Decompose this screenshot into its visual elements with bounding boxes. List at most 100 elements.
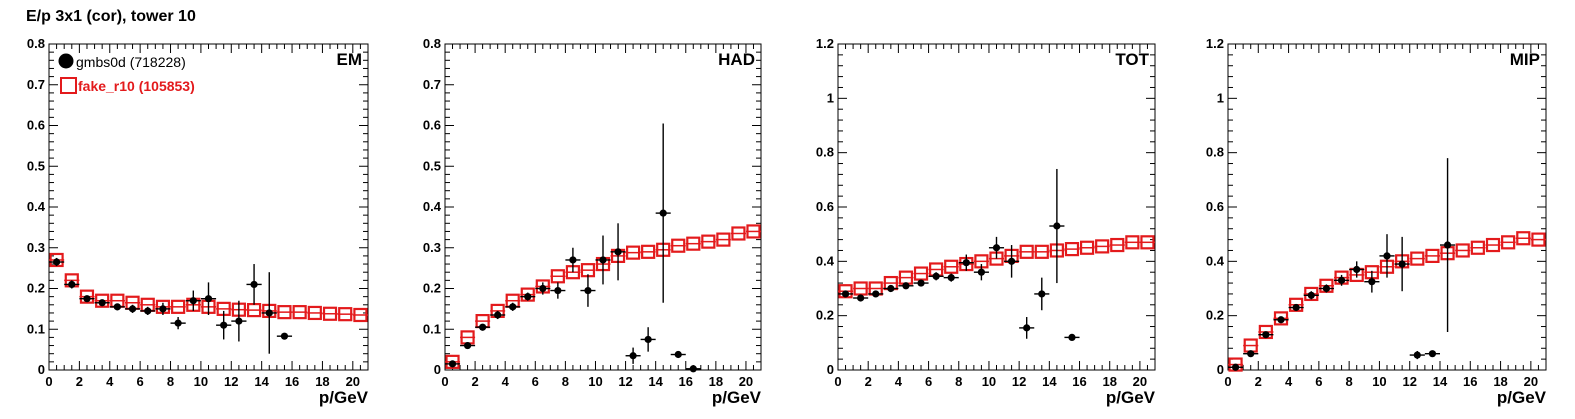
data-point [1322,284,1331,293]
y-tick-label: 0.4 [423,199,442,214]
x-tick-label: 0 [1224,374,1231,389]
data-point [1337,276,1346,284]
legend: gmbs0d (718228) fake_r10 (105853) [58,53,195,94]
x-tick-label: 18 [1493,374,1507,389]
data-point [280,332,289,340]
x-tick-label: 18 [709,374,723,389]
data-point [68,280,76,289]
data-point [644,335,652,344]
data-point [554,286,562,295]
data-point [98,299,106,307]
x-tick-label: 14 [1042,374,1057,389]
data-point [614,248,622,256]
data-point [1068,333,1076,341]
x-tick-label: 4 [1285,374,1293,389]
y-tick-label: 1 [1217,90,1224,105]
y-tick-label: 0.5 [27,158,45,173]
data-point [1007,257,1016,265]
data-point [95,293,110,308]
data-point [887,284,895,293]
data-point [746,224,761,239]
x-tick-label: 4 [502,374,510,389]
data-point [625,245,641,260]
y-tick-label: 0.4 [27,199,46,214]
data-point [277,305,292,320]
y-tick-label: 0.6 [423,118,441,133]
y-tick-label: 0.6 [816,199,834,214]
x-tick-label: 2 [865,374,872,389]
x-tick-label: 18 [1102,374,1116,389]
x-tick-label: 16 [285,374,299,389]
x-tick-label: 14 [1433,374,1448,389]
data-point [265,309,273,317]
y-tick-label: 1.2 [816,36,834,51]
y-tick-label: 0.7 [27,77,45,92]
data-point [872,290,880,298]
y-tick-label: 0.8 [816,145,834,160]
x-tick-label: 4 [106,374,114,389]
panel-had: 0 2 4 6 8 10 12 14 16 18 20 0 0.1 0.2 0.3 0.4 0.5 0.6 0.7 0… [423,36,762,407]
data-point [1231,363,1240,371]
figure-title: E/p 3x1 (cor), tower 10 [26,8,196,25]
data-point [1443,241,1452,249]
data-point [1125,235,1140,250]
y-tick-label: 0.1 [423,321,441,336]
plot-frame [837,43,1156,371]
data-point [1516,231,1531,246]
data-point [1383,252,1391,260]
x-tick-label: 2 [1255,374,1262,389]
data-point [144,307,152,315]
data-point [1455,243,1470,258]
data-point [689,365,697,373]
data-point [128,305,137,313]
x-tick-label: 20 [346,374,360,389]
panel-label: HAD [718,50,755,69]
data-point [524,293,532,301]
data-point [1019,244,1034,259]
plot-frame [444,43,762,371]
panel-label: EM [337,50,363,69]
data-point [1038,290,1046,298]
data-point [1353,265,1361,274]
y-tick-label: 0 [38,362,45,377]
y-tick-label: 0.8 [423,36,441,51]
y-tick-label: 0.2 [816,308,834,323]
data-point [1095,239,1110,254]
data-point [79,289,95,304]
data-point [463,341,472,350]
y-tick-label: 0.6 [1206,199,1224,214]
x-tick-label: 18 [315,374,329,389]
data-point [1398,260,1406,268]
data-point [353,307,368,323]
data-point [1034,244,1049,259]
data-point [1470,240,1485,255]
data-point [1110,237,1125,253]
y-tick-label: 0.2 [423,281,441,296]
data-point [1247,350,1255,358]
data-point [479,323,487,331]
x-axis-label: p/GeV [319,388,369,407]
y-tick-label: 0 [827,362,834,377]
x-tick-label: 20 [739,374,753,389]
data-point [1053,222,1061,230]
data-point [731,226,746,241]
x-tick-label: 12 [224,374,238,389]
legend-label: fake_r10 (105853) [78,78,195,94]
data-point [841,290,850,298]
data-point [1413,351,1421,359]
data-point [550,269,565,284]
legend-marker-circle [58,53,74,69]
data-point [1501,235,1516,250]
x-tick-label: 0 [45,374,52,389]
x-tick-label: 12 [1012,374,1026,389]
y-tick-label: 0.6 [27,118,45,133]
data-point [701,234,716,249]
data-point [307,305,322,321]
data-point [235,317,243,325]
data-point [902,282,910,290]
data-point [659,209,667,217]
legend-label: gmbs0d (718228) [76,54,186,70]
x-tick-label: 14 [254,374,269,389]
y-tick-label: 0 [1217,362,1224,377]
